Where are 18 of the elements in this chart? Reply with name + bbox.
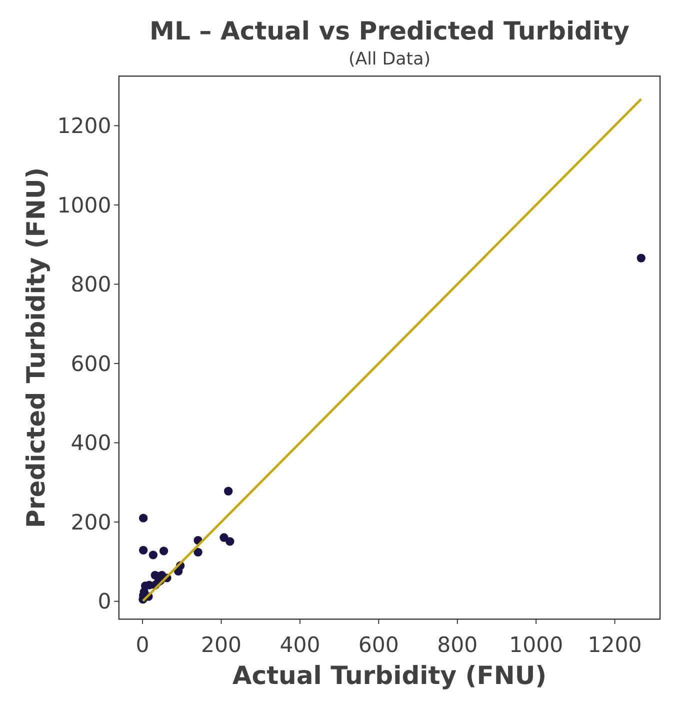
x-tick-label: 0 (136, 632, 150, 658)
chart-title: ML – Actual vs Predicted Turbidity (150, 16, 630, 46)
x-tick-label: 800 (437, 632, 478, 658)
x-tick-label: 400 (280, 632, 320, 658)
x-tick-label: 600 (358, 632, 399, 658)
y-tick-label: 600 (70, 352, 112, 377)
x-axis-title: Actual Turbidity (FNU) (232, 660, 547, 690)
y-tick-label: 800 (70, 272, 112, 298)
y-tick-label: 1000 (57, 193, 112, 218)
chart-subtitle: (All Data) (348, 50, 431, 70)
x-tick-label: 200 (200, 632, 242, 658)
y-tick-label: 400 (70, 431, 112, 456)
y-tick-label: 1200 (57, 114, 112, 140)
y-axis-title: Predicted Turbidity (FNU) (22, 167, 51, 528)
y-tick-label: 0 (98, 590, 112, 615)
y-tick-label: 200 (70, 510, 112, 536)
x-tick-label: 1200 (588, 632, 642, 658)
x-tick-label: 1000 (509, 632, 564, 658)
